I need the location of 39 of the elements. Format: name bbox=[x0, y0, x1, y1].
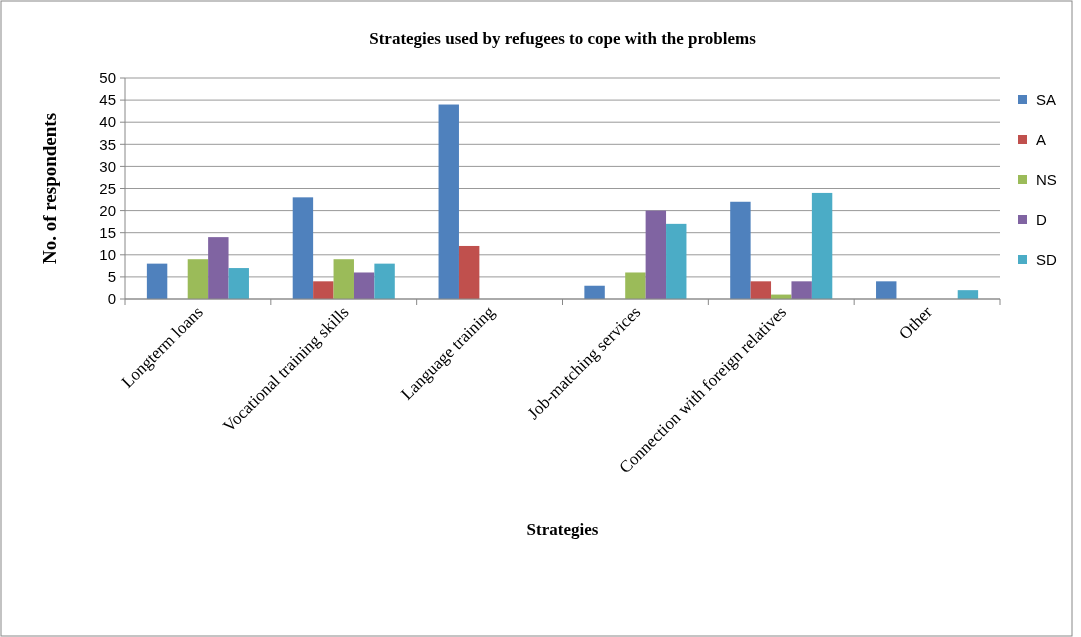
y-tick-label: 40 bbox=[99, 113, 116, 131]
bar bbox=[811, 192, 833, 299]
bar bbox=[666, 223, 687, 299]
legend-label: SD bbox=[1036, 251, 1057, 269]
legend-label: D bbox=[1036, 211, 1047, 229]
y-tick-label: 0 bbox=[107, 290, 116, 308]
y-tick-label: 15 bbox=[99, 223, 116, 241]
y-tick-label: 50 bbox=[99, 69, 116, 87]
bar bbox=[791, 281, 812, 299]
legend-label: SA bbox=[1036, 91, 1057, 109]
y-tick-label: 30 bbox=[99, 157, 116, 175]
y-tick-label: 5 bbox=[107, 268, 116, 286]
y-tick-label: 35 bbox=[99, 135, 116, 153]
y-tick-label: 10 bbox=[99, 246, 116, 264]
y-tick-label: 20 bbox=[99, 201, 116, 219]
bar bbox=[333, 259, 354, 299]
y-tick-label: 25 bbox=[99, 179, 116, 197]
bar bbox=[584, 285, 605, 299]
bar bbox=[146, 263, 168, 299]
chart-title: Strategies used by refugees to cope with the problems bbox=[369, 29, 757, 48]
bar bbox=[353, 272, 375, 299]
bar bbox=[730, 201, 751, 299]
y-axis-title: No. of respondents bbox=[39, 112, 60, 265]
bar bbox=[750, 281, 772, 299]
bar bbox=[438, 104, 459, 299]
legend-label: NS bbox=[1036, 171, 1057, 189]
legend-label: A bbox=[1036, 131, 1047, 149]
bar bbox=[645, 210, 667, 299]
bar bbox=[313, 281, 334, 299]
bar bbox=[228, 268, 249, 299]
bar bbox=[374, 263, 395, 299]
bar bbox=[625, 272, 646, 299]
bar bbox=[292, 197, 314, 299]
bar bbox=[876, 281, 897, 299]
bar bbox=[458, 245, 480, 299]
y-tick-label: 45 bbox=[99, 91, 116, 109]
bar bbox=[187, 259, 209, 299]
bar bbox=[208, 237, 229, 299]
x-axis-title: Strategies bbox=[526, 520, 599, 539]
